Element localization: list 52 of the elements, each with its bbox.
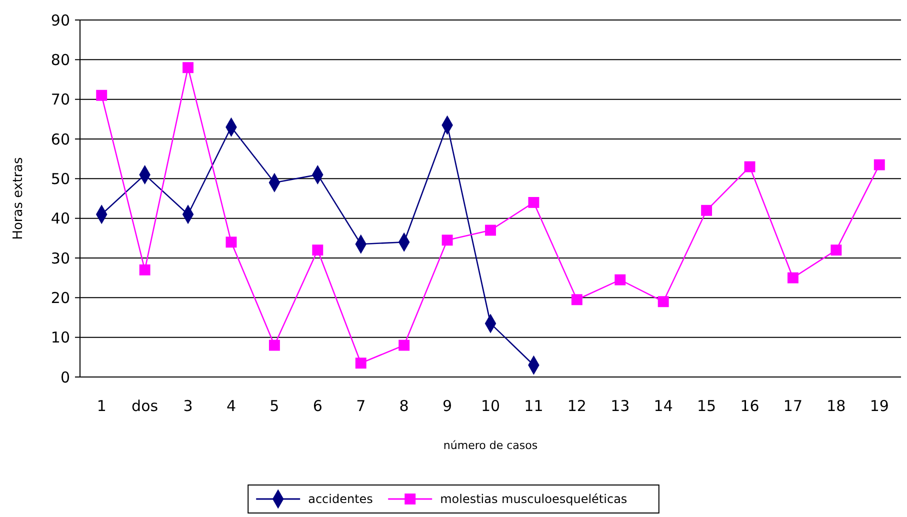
- point: [442, 234, 453, 246]
- x-tick-label: 1: [96, 397, 106, 415]
- y-tick-label: 20: [50, 288, 70, 307]
- x-tick-label: 13: [610, 397, 630, 415]
- point: [312, 244, 324, 256]
- point: [485, 224, 496, 236]
- point: [701, 204, 712, 216]
- point: [398, 340, 410, 351]
- x-tick-label: 6: [312, 397, 322, 415]
- x-tick-label: 16: [740, 397, 760, 415]
- point: [658, 296, 669, 308]
- x-tick-label: dos: [132, 397, 158, 415]
- x-tick-label: 19: [870, 397, 889, 415]
- point: [96, 90, 108, 101]
- y-tick-label: 30: [50, 249, 70, 268]
- point: [139, 264, 150, 276]
- legend-label: molestias musculoesqueléticas: [440, 492, 628, 506]
- x-tick-label: 8: [399, 397, 409, 415]
- point: [874, 159, 885, 170]
- point: [226, 236, 237, 248]
- x-tick-label: 18: [826, 397, 846, 415]
- x-tick-label: 14: [654, 397, 673, 415]
- legend-label: accidentes: [308, 492, 373, 506]
- y-tick-label: 0: [60, 368, 70, 386]
- point: [744, 161, 756, 172]
- y-tick-label: 90: [50, 11, 70, 30]
- x-tick-label: 7: [356, 397, 366, 415]
- point: [268, 340, 280, 351]
- x-tick-label: 15: [697, 397, 716, 415]
- x-tick-label: 9: [442, 397, 452, 415]
- x-tick-label: 12: [567, 397, 586, 415]
- y-tick-label: 50: [50, 170, 70, 188]
- point: [830, 244, 842, 256]
- y-tick-label: 10: [50, 328, 70, 347]
- x-tick-label: 17: [783, 397, 803, 415]
- x-tick-label: 10: [480, 397, 500, 415]
- point: [571, 294, 582, 306]
- x-tick-label: 4: [226, 397, 236, 415]
- y-axis-title: Horas extras: [11, 156, 26, 240]
- point: [528, 196, 540, 208]
- x-tick-label: 3: [183, 397, 193, 415]
- y-tick-label: 60: [50, 130, 70, 148]
- point: [355, 358, 366, 369]
- x-axis-title: número de casos: [443, 439, 538, 452]
- point: [182, 62, 194, 74]
- y-tick-label: 70: [50, 90, 70, 109]
- x-tick-label: 5: [270, 397, 280, 415]
- point: [787, 272, 798, 284]
- x-tick-label: 11: [524, 397, 544, 415]
- point: [614, 274, 626, 286]
- y-tick-label: 40: [50, 210, 70, 228]
- y-tick-label: 80: [50, 50, 70, 69]
